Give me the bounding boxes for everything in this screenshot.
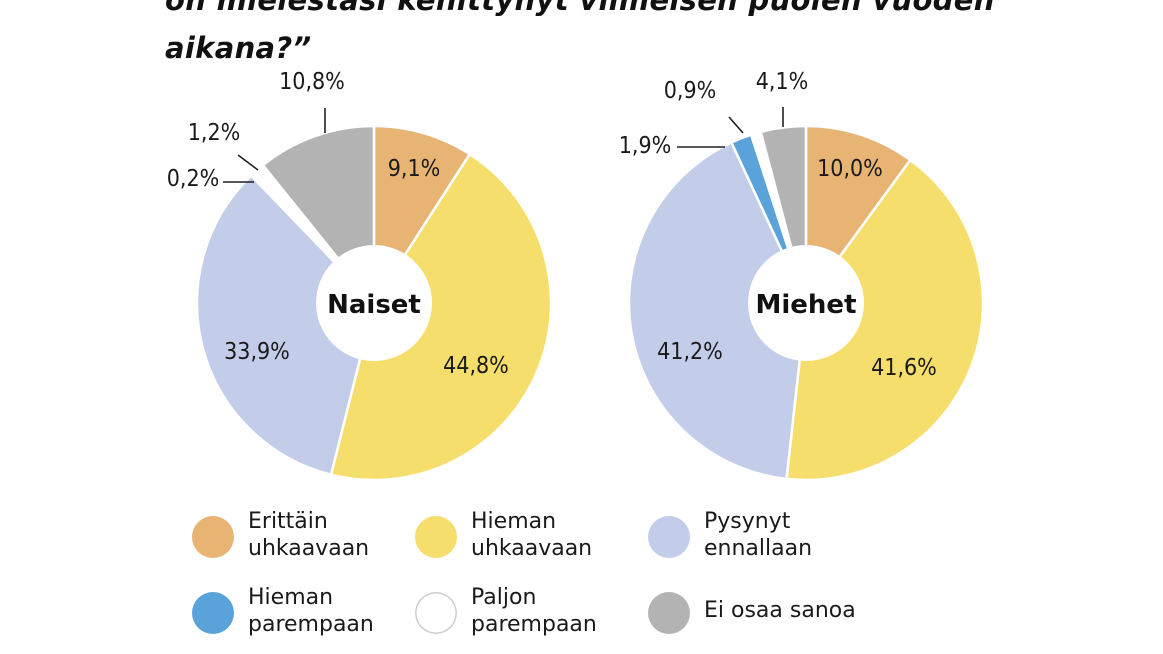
pie-center-hole: [748, 245, 864, 361]
data-label-erittain: 9,1%: [388, 156, 441, 182]
legend-swatch: [192, 592, 234, 634]
legend-swatch: [648, 516, 690, 558]
chart-title-line-3: aikana?”: [165, 31, 312, 65]
legend-item-erittain-uhkaavaan: Erittäin uhkaavaan: [192, 508, 402, 568]
pie-slice-hieman_uhk: [785, 158, 985, 482]
legend-item-ei-osaa-sanoa: Ei osaa sanoa: [648, 584, 858, 644]
pie-center-hole: [316, 245, 432, 361]
pie-center-label: Miehet: [756, 290, 857, 320]
legend-label-line1: Hieman: [248, 585, 334, 610]
leader-line-paljon_par: [237, 154, 259, 171]
legend-label-line1: Ei osaa sanoa: [704, 598, 856, 623]
data-label-pysynyt: 41,2%: [657, 339, 723, 365]
legend-item-pysynyt-ennallaan: Pysynyt ennallaan: [648, 508, 858, 568]
pie-slice-hieman_uhk: [329, 152, 553, 482]
data-label-hieman_par: 0,2%: [167, 166, 220, 192]
legend-label-line2: uhkaavaan: [248, 536, 370, 561]
legend-label-line2: uhkaavaan: [471, 536, 593, 561]
legend-label-line1: Pysynyt: [704, 509, 791, 534]
legend-label-line2: parempaan: [248, 612, 374, 637]
data-label-hieman_par: 1,9%: [619, 133, 672, 159]
data-label-pysynyt: 33,9%: [224, 339, 290, 365]
legend-label-line1: Erittäin: [248, 509, 328, 534]
pie-slice-pysynyt: [195, 174, 376, 476]
pie-slice-pysynyt: [627, 141, 808, 481]
legend-label-line1: Paljon: [471, 585, 537, 610]
data-label-erittain: 10,0%: [817, 156, 883, 182]
legend-swatch: [415, 592, 457, 634]
pie-chart-naiset: Naiset 9,1% 44,8% 33,9% 0,2% 1,2% 10,8%: [167, 69, 553, 482]
legend-swatch: [415, 516, 457, 558]
legend-item-paljon-parempaan: Paljon parempaan: [415, 584, 625, 644]
data-label-paljon_par: 0,9%: [664, 78, 717, 104]
legend-swatch: [648, 592, 690, 634]
pie-chart-miehet: Miehet 10,0% 41,6% 41,2% 1,9% 0,9% 4,1%: [619, 69, 985, 482]
legend-item-hieman-uhkaavaan: Hieman uhkaavaan: [415, 508, 625, 568]
legend-item-hieman-parempaan: Hieman parempaan: [192, 584, 402, 644]
pie-center-label: Naiset: [327, 290, 421, 320]
data-label-hieman_uhk: 44,8%: [443, 353, 509, 379]
data-label-hieman_uhk: 41,6%: [871, 355, 937, 381]
legend-label-line2: ennallaan: [704, 536, 813, 561]
chart-title-line-2: on mielestäsi kehittynyt viimeisen puole…: [165, 0, 995, 17]
legend-label-line1: Hieman: [471, 509, 557, 534]
data-label-paljon_par: 1,2%: [188, 120, 241, 146]
data-label-ei_osaa: 4,1%: [756, 69, 809, 95]
legend-label-line2: parempaan: [471, 612, 597, 637]
leader-line-paljon_par: [728, 116, 744, 134]
legend-swatch: [192, 516, 234, 558]
data-label-ei_osaa: 10,8%: [279, 69, 345, 95]
